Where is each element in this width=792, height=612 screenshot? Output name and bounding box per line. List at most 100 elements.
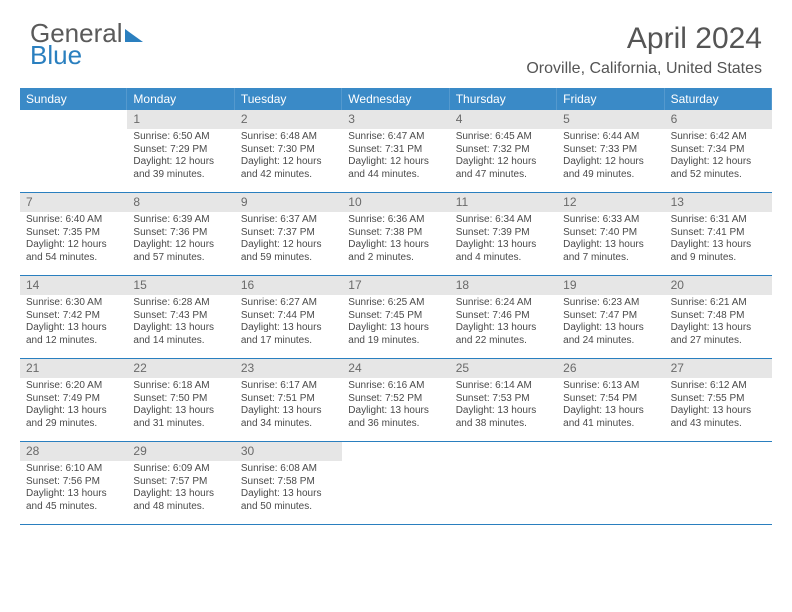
cell-body <box>450 461 557 467</box>
day-number: 20 <box>665 276 772 295</box>
daylight-line: Daylight: 12 hours and 57 minutes. <box>133 239 228 264</box>
sunset-line: Sunset: 7:58 PM <box>241 476 336 489</box>
sunrise-line: Sunrise: 6:31 AM <box>671 214 766 227</box>
sunset-line: Sunset: 7:38 PM <box>348 227 443 240</box>
day-number: 8 <box>127 193 234 212</box>
sunset-line: Sunset: 7:55 PM <box>671 393 766 406</box>
daylight-line: Daylight: 13 hours and 27 minutes. <box>671 322 766 347</box>
calendar-cell: 25Sunrise: 6:14 AMSunset: 7:53 PMDayligh… <box>450 359 557 441</box>
cell-body: Sunrise: 6:24 AMSunset: 7:46 PMDaylight:… <box>450 295 557 351</box>
calendar-cell: 30Sunrise: 6:08 AMSunset: 7:58 PMDayligh… <box>235 442 342 524</box>
sunset-line: Sunset: 7:37 PM <box>241 227 336 240</box>
day-number: 28 <box>20 442 127 461</box>
sunset-line: Sunset: 7:53 PM <box>456 393 551 406</box>
daylight-line: Daylight: 13 hours and 7 minutes. <box>563 239 658 264</box>
day-number: 26 <box>557 359 664 378</box>
calendar-week: 28Sunrise: 6:10 AMSunset: 7:56 PMDayligh… <box>20 442 772 525</box>
day-number: 22 <box>127 359 234 378</box>
sunset-line: Sunset: 7:32 PM <box>456 144 551 157</box>
cell-body: Sunrise: 6:45 AMSunset: 7:32 PMDaylight:… <box>450 129 557 185</box>
sunset-line: Sunset: 7:45 PM <box>348 310 443 323</box>
daylight-line: Daylight: 13 hours and 34 minutes. <box>241 405 336 430</box>
cell-body: Sunrise: 6:34 AMSunset: 7:39 PMDaylight:… <box>450 212 557 268</box>
logo: General Blue <box>30 22 143 66</box>
cell-body <box>665 461 772 467</box>
day-number: 4 <box>450 110 557 129</box>
calendar-cell <box>557 442 664 524</box>
sunrise-line: Sunrise: 6:36 AM <box>348 214 443 227</box>
daylight-line: Daylight: 13 hours and 41 minutes. <box>563 405 658 430</box>
daylight-line: Daylight: 12 hours and 39 minutes. <box>133 156 228 181</box>
calendar-cell: 18Sunrise: 6:24 AMSunset: 7:46 PMDayligh… <box>450 276 557 358</box>
cell-body: Sunrise: 6:12 AMSunset: 7:55 PMDaylight:… <box>665 378 772 434</box>
sunrise-line: Sunrise: 6:16 AM <box>348 380 443 393</box>
calendar-cell <box>665 442 772 524</box>
dow-header: Wednesday <box>342 88 449 110</box>
calendar-cell: 2Sunrise: 6:48 AMSunset: 7:30 PMDaylight… <box>235 110 342 192</box>
daylight-line: Daylight: 13 hours and 4 minutes. <box>456 239 551 264</box>
daylight-line: Daylight: 12 hours and 42 minutes. <box>241 156 336 181</box>
sunrise-line: Sunrise: 6:48 AM <box>241 131 336 144</box>
cell-body: Sunrise: 6:31 AMSunset: 7:41 PMDaylight:… <box>665 212 772 268</box>
sunset-line: Sunset: 7:51 PM <box>241 393 336 406</box>
sunrise-line: Sunrise: 6:42 AM <box>671 131 766 144</box>
sunrise-line: Sunrise: 6:45 AM <box>456 131 551 144</box>
sunrise-line: Sunrise: 6:18 AM <box>133 380 228 393</box>
day-number: 25 <box>450 359 557 378</box>
day-number: 14 <box>20 276 127 295</box>
sunset-line: Sunset: 7:43 PM <box>133 310 228 323</box>
day-number: 19 <box>557 276 664 295</box>
cell-body: Sunrise: 6:47 AMSunset: 7:31 PMDaylight:… <box>342 129 449 185</box>
logo-triangle-icon <box>125 29 143 42</box>
calendar-cell <box>20 110 127 192</box>
cell-body <box>20 129 127 135</box>
sunrise-line: Sunrise: 6:13 AM <box>563 380 658 393</box>
sunset-line: Sunset: 7:57 PM <box>133 476 228 489</box>
calendar-cell: 23Sunrise: 6:17 AMSunset: 7:51 PMDayligh… <box>235 359 342 441</box>
sunrise-line: Sunrise: 6:10 AM <box>26 463 121 476</box>
cell-body: Sunrise: 6:13 AMSunset: 7:54 PMDaylight:… <box>557 378 664 434</box>
cell-body: Sunrise: 6:10 AMSunset: 7:56 PMDaylight:… <box>20 461 127 517</box>
day-number: 5 <box>557 110 664 129</box>
day-number: 9 <box>235 193 342 212</box>
sunrise-line: Sunrise: 6:30 AM <box>26 297 121 310</box>
sunrise-line: Sunrise: 6:14 AM <box>456 380 551 393</box>
dow-header-row: SundayMondayTuesdayWednesdayThursdayFrid… <box>20 88 772 110</box>
day-number: 15 <box>127 276 234 295</box>
sunset-line: Sunset: 7:42 PM <box>26 310 121 323</box>
cell-body: Sunrise: 6:27 AMSunset: 7:44 PMDaylight:… <box>235 295 342 351</box>
calendar-cell: 9Sunrise: 6:37 AMSunset: 7:37 PMDaylight… <box>235 193 342 275</box>
calendar-cell: 17Sunrise: 6:25 AMSunset: 7:45 PMDayligh… <box>342 276 449 358</box>
day-number: 1 <box>127 110 234 129</box>
sunrise-line: Sunrise: 6:17 AM <box>241 380 336 393</box>
calendar-cell: 24Sunrise: 6:16 AMSunset: 7:52 PMDayligh… <box>342 359 449 441</box>
calendar-cell: 22Sunrise: 6:18 AMSunset: 7:50 PMDayligh… <box>127 359 234 441</box>
logo-part2: Blue <box>30 40 82 70</box>
sunset-line: Sunset: 7:39 PM <box>456 227 551 240</box>
cell-body: Sunrise: 6:44 AMSunset: 7:33 PMDaylight:… <box>557 129 664 185</box>
sunrise-line: Sunrise: 6:21 AM <box>671 297 766 310</box>
cell-body: Sunrise: 6:16 AMSunset: 7:52 PMDaylight:… <box>342 378 449 434</box>
cell-body: Sunrise: 6:18 AMSunset: 7:50 PMDaylight:… <box>127 378 234 434</box>
cell-body: Sunrise: 6:14 AMSunset: 7:53 PMDaylight:… <box>450 378 557 434</box>
month-title: April 2024 <box>526 22 762 56</box>
cell-body: Sunrise: 6:21 AMSunset: 7:48 PMDaylight:… <box>665 295 772 351</box>
day-number: 21 <box>20 359 127 378</box>
daylight-line: Daylight: 13 hours and 43 minutes. <box>671 405 766 430</box>
calendar-week: 7Sunrise: 6:40 AMSunset: 7:35 PMDaylight… <box>20 193 772 276</box>
calendar-cell <box>342 442 449 524</box>
dow-header: Thursday <box>450 88 557 110</box>
sunrise-line: Sunrise: 6:09 AM <box>133 463 228 476</box>
daylight-line: Daylight: 13 hours and 45 minutes. <box>26 488 121 513</box>
sunrise-line: Sunrise: 6:40 AM <box>26 214 121 227</box>
daylight-line: Daylight: 13 hours and 17 minutes. <box>241 322 336 347</box>
daylight-line: Daylight: 13 hours and 12 minutes. <box>26 322 121 347</box>
sunset-line: Sunset: 7:54 PM <box>563 393 658 406</box>
cell-body: Sunrise: 6:48 AMSunset: 7:30 PMDaylight:… <box>235 129 342 185</box>
calendar-cell: 15Sunrise: 6:28 AMSunset: 7:43 PMDayligh… <box>127 276 234 358</box>
sunset-line: Sunset: 7:30 PM <box>241 144 336 157</box>
calendar-cell: 28Sunrise: 6:10 AMSunset: 7:56 PMDayligh… <box>20 442 127 524</box>
day-number: 13 <box>665 193 772 212</box>
calendar-cell: 4Sunrise: 6:45 AMSunset: 7:32 PMDaylight… <box>450 110 557 192</box>
sunset-line: Sunset: 7:31 PM <box>348 144 443 157</box>
